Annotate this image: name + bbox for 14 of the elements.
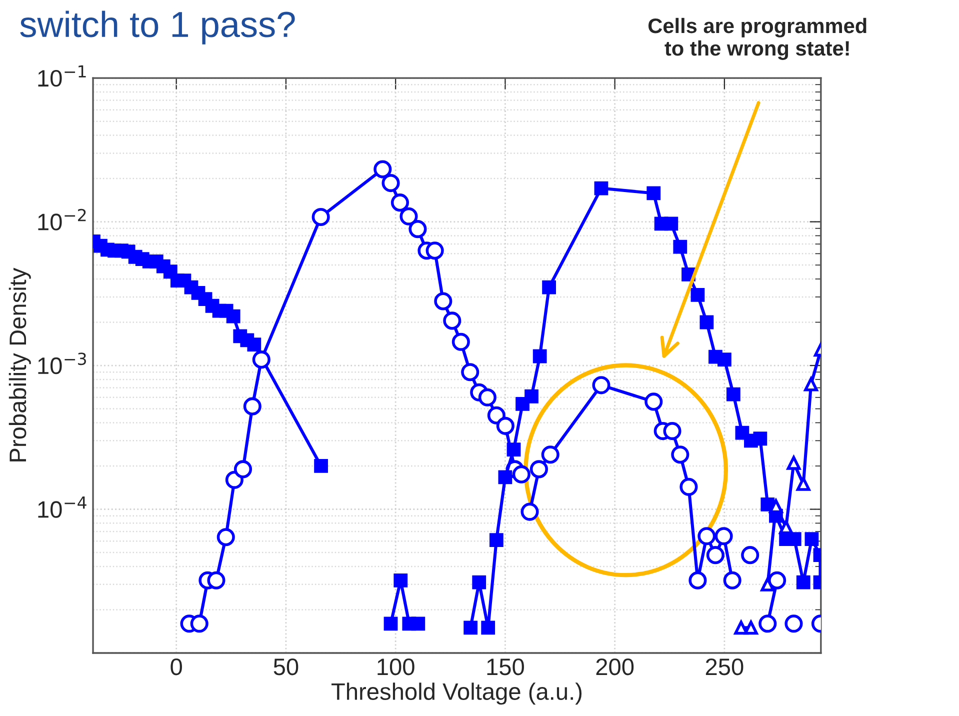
y-tick-label: 10$^{−3}$ — [38, 352, 86, 374]
text: Cells are programmed to the wrong state! — [648, 18, 866, 60]
y-tick-label: 10$^{−2}$ — [38, 208, 86, 230]
y-tick-label: 10$^{−1}$ — [38, 65, 86, 87]
x-tick-label: 50 — [274, 658, 298, 676]
chart-title: switch to 1 pass? — [20, 10, 295, 44]
x-tick-label: 150 — [487, 658, 524, 676]
x-tick-label: 250 — [706, 658, 744, 676]
x-tick-label: 0 — [170, 658, 182, 676]
x-tick-label: 100 — [378, 658, 414, 676]
y-axis-title: Probability Density — [8, 268, 31, 462]
y-tick-label: 10$^{−4}$ — [38, 496, 86, 518]
x-tick-label: 200 — [596, 658, 634, 676]
x-axis-title: Threshold Voltage (a.u.) — [332, 682, 582, 705]
